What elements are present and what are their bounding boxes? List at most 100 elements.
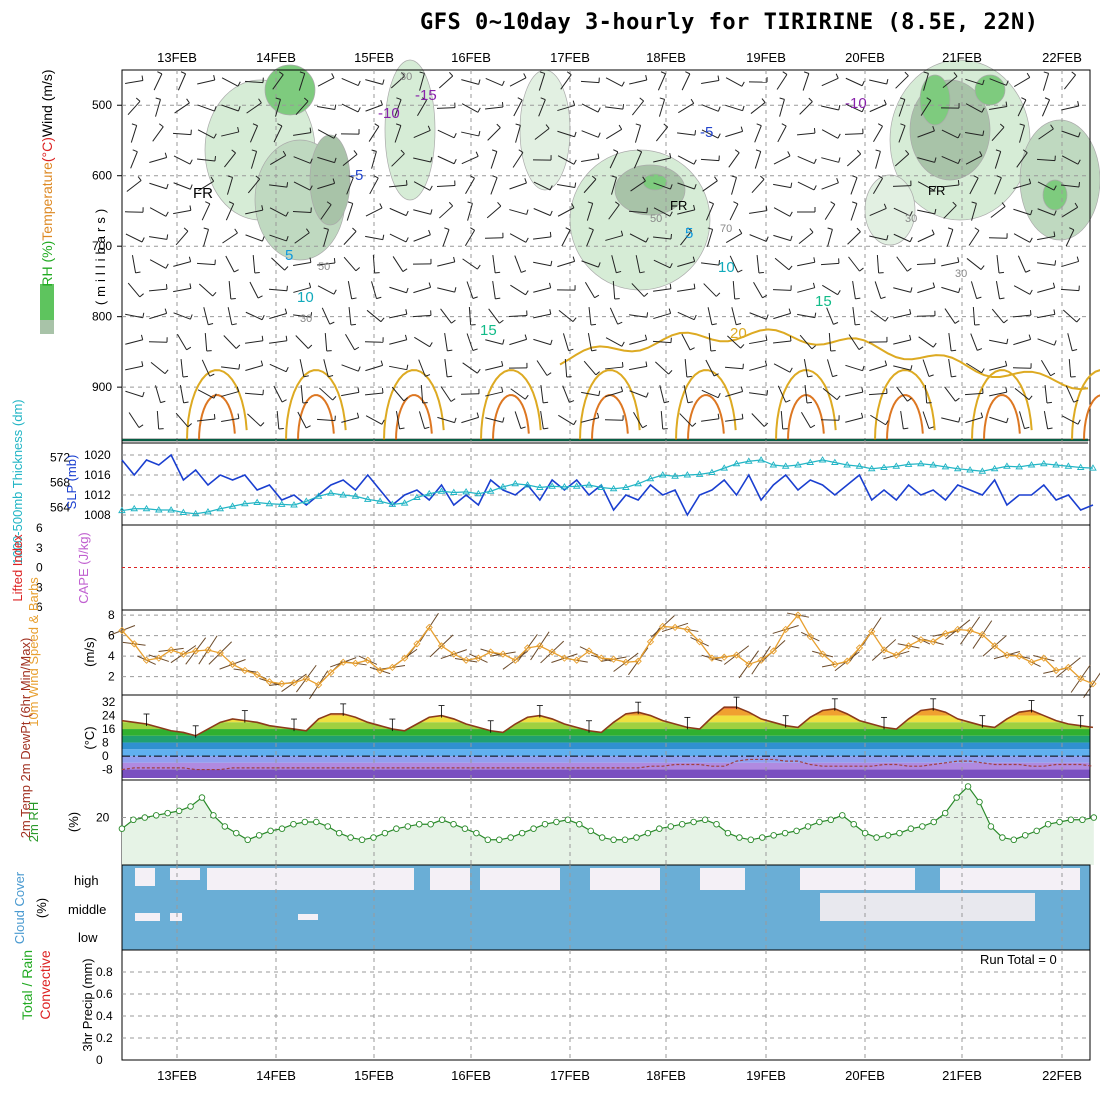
wind-barb: [510, 388, 526, 400]
wind-barb: [373, 175, 379, 179]
wind-barb: [738, 228, 743, 234]
wind-barb: [725, 233, 743, 243]
thickness-marker: [929, 461, 937, 468]
wind-barb: [499, 319, 504, 324]
wind-barb: [907, 397, 912, 402]
wind-barb: [870, 310, 886, 322]
thickness-marker: [769, 461, 778, 468]
isotherm-label: 5: [685, 225, 693, 242]
wind-barb: [861, 387, 864, 393]
wind-barb: [920, 100, 932, 116]
wind-barb: [773, 207, 791, 217]
wind-barb: [611, 175, 617, 178]
wind-barb: [550, 260, 553, 266]
wind-barb: [226, 177, 234, 195]
wind-barb: [893, 365, 911, 371]
wind-barb: [749, 312, 767, 320]
wind-barb: [550, 339, 553, 345]
wind-barb: [808, 97, 813, 102]
wind-barb: [850, 203, 858, 221]
temp-tick-label: 8: [102, 736, 109, 750]
wind-barb: [268, 288, 288, 292]
rh-marker: [1021, 832, 1029, 839]
wind-barb: [965, 103, 983, 113]
wind-barb: [562, 333, 570, 351]
wind-barb: [272, 74, 284, 90]
wind-barb: [125, 390, 143, 398]
wind-barb: [437, 416, 455, 424]
rh-marker: [1010, 836, 1018, 844]
wind-barb: [713, 373, 719, 377]
wind-barb: [212, 291, 217, 297]
wind-barb: [741, 413, 744, 419]
wind-barb: [365, 415, 383, 425]
wind-tick-label: 4: [108, 649, 115, 663]
wind-barb: [351, 297, 357, 300]
wind-barb: [539, 71, 545, 74]
wind-barb: [155, 99, 161, 117]
wind-speed-marker: [917, 636, 925, 644]
cloud-clear: [700, 868, 745, 890]
wind-barb: [453, 133, 457, 139]
wind-barb: [1013, 338, 1031, 346]
wind-barb: [533, 338, 551, 346]
wind-barb: [292, 210, 312, 214]
date-label-top: 17FEB: [550, 50, 590, 65]
thickness-tick-label: 572: [50, 451, 70, 465]
wind-barb: [1065, 385, 1075, 403]
wind-barb: [594, 294, 600, 299]
wind-barb: [965, 131, 983, 137]
wind-barb: [653, 157, 671, 163]
wind-barb: [399, 427, 405, 430]
rh-contour-label: 30: [300, 313, 312, 325]
wind-barb: [754, 125, 762, 143]
wind-barb: [1021, 97, 1027, 101]
wind-barb: [309, 158, 313, 164]
wind-barb: [845, 77, 863, 87]
wind-barb: [149, 207, 167, 217]
wind-barb: [1019, 123, 1025, 126]
wind-barb: [484, 106, 504, 110]
wind-barb: [354, 346, 360, 351]
wind-barb: [497, 202, 502, 207]
wind-barb: [989, 339, 1007, 345]
wind-barb: [742, 105, 745, 111]
wind-barb: [297, 411, 307, 429]
wind-barb: [293, 287, 311, 293]
wind-barb: [711, 323, 717, 326]
thickness-marker: [892, 462, 901, 469]
wind-barb: [260, 360, 264, 366]
rh-marker: [301, 818, 309, 826]
thickness-marker: [585, 481, 593, 488]
precip-tick-label: 0.8: [96, 965, 113, 979]
rh-marker: [198, 794, 206, 801]
isotherm-arc: [198, 394, 236, 441]
wind-barb: [776, 74, 788, 90]
wind-barb: [813, 158, 817, 164]
precip-tick-label: 0: [96, 1053, 103, 1067]
rh-marker: [987, 823, 995, 830]
wind-barb: [341, 391, 359, 397]
wind-barb: [910, 287, 913, 293]
wind-barb: [345, 333, 355, 351]
wind-barb: [285, 335, 288, 341]
thickness-marker: [794, 461, 802, 468]
wind-barb: [773, 234, 791, 242]
wind-barb: [806, 401, 812, 404]
wind-barb: [135, 271, 141, 274]
wind-barb: [333, 289, 337, 295]
wind-barb: [683, 385, 689, 403]
wind-barb: [236, 386, 240, 392]
wind-barb: [365, 104, 383, 112]
thickness-marker: [228, 502, 237, 509]
wind-barb: [923, 73, 929, 91]
wind-barb: [213, 393, 217, 399]
wind-barb: [438, 75, 454, 89]
wind-barb: [845, 417, 863, 423]
wind-barb: [869, 364, 887, 372]
wind-speed-marker: [794, 611, 802, 619]
thickness-marker: [597, 483, 606, 490]
wind-speed-marker: [327, 668, 335, 677]
wind-barb: [401, 71, 406, 77]
wind-barb: [991, 308, 1005, 324]
